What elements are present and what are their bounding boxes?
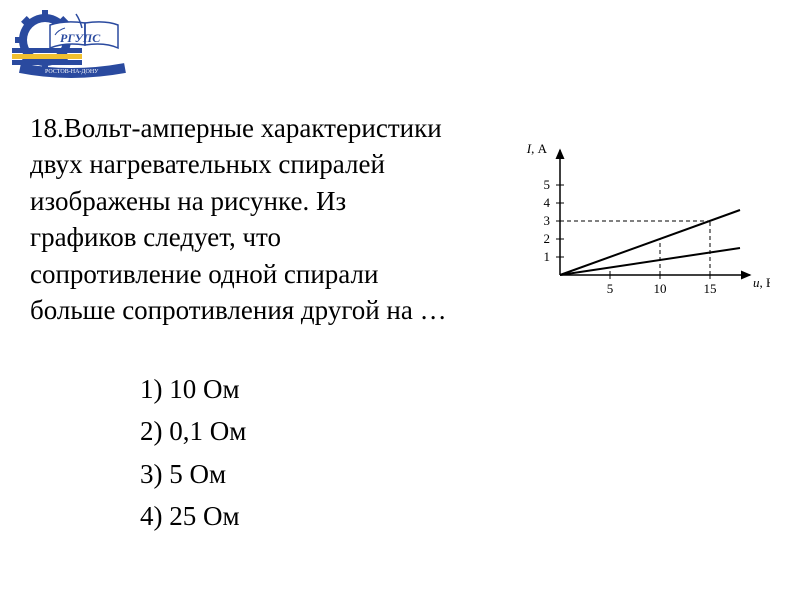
svg-text:РГУПС: РГУПС <box>60 31 101 45</box>
svg-text:5: 5 <box>607 281 614 296</box>
svg-text:3: 3 <box>544 213 551 228</box>
svg-text:1: 1 <box>544 249 551 264</box>
question-line: графиков следует, что <box>30 222 281 252</box>
iv-chart: I, А u, В 1 2 3 4 5 <box>520 135 770 310</box>
answer-option-2: 2) 0,1 Ом <box>140 411 770 452</box>
svg-text:4: 4 <box>544 195 551 210</box>
line-1 <box>560 210 740 275</box>
answer-option-4: 4) 25 Ом <box>140 496 770 537</box>
question-line: двух нагревательных спиралей <box>30 149 385 179</box>
institution-logo: РГУПС РОСТОВ-НА-ДОНУ <box>10 10 130 80</box>
answer-option-1: 1) 10 Ом <box>140 369 770 410</box>
question-row: 18.Вольт-амперные характеристики двух на… <box>30 110 770 329</box>
svg-text:РОСТОВ-НА-ДОНУ: РОСТОВ-НА-ДОНУ <box>45 69 99 75</box>
chart-svg: I, А u, В 1 2 3 4 5 <box>520 135 770 305</box>
answer-option-3: 3) 5 Ом <box>140 454 770 495</box>
question-line: 18.Вольт-амперные характеристики <box>30 113 442 143</box>
content-area: 18.Вольт-амперные характеристики двух на… <box>30 110 770 539</box>
question-line: сопротивление одной спирали <box>30 259 378 289</box>
y-axis-label: I, А <box>526 141 548 156</box>
question-line: изображены на рисунке. Из <box>30 186 346 216</box>
x-axis-label: u, В <box>753 275 770 290</box>
svg-text:15: 15 <box>704 281 717 296</box>
svg-text:2: 2 <box>544 231 551 246</box>
logo-svg: РГУПС РОСТОВ-НА-ДОНУ <box>10 10 130 80</box>
question-text: 18.Вольт-амперные характеристики двух на… <box>30 110 500 329</box>
question-line: больше сопротивления другой на … <box>30 295 447 325</box>
answer-list: 1) 10 Ом 2) 0,1 Ом 3) 5 Ом 4) 25 Ом <box>140 369 770 537</box>
svg-text:5: 5 <box>544 177 551 192</box>
svg-text:10: 10 <box>654 281 667 296</box>
line-2 <box>560 248 740 275</box>
